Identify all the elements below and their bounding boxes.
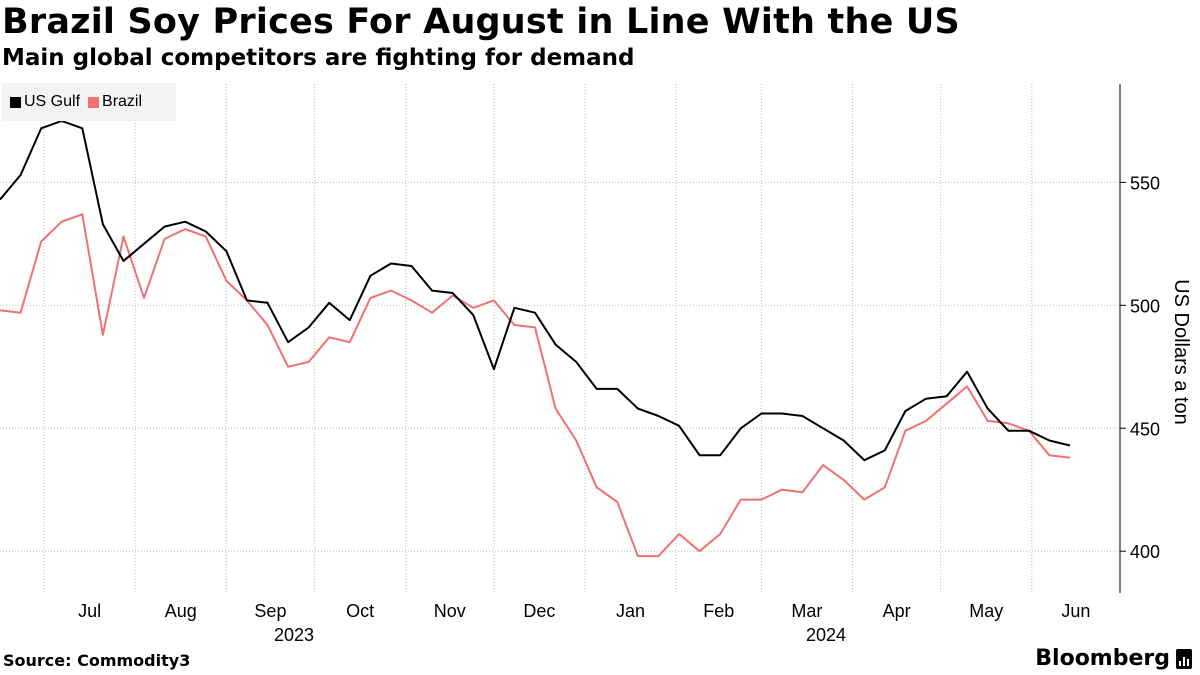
axis-layer: 400 450 500 550 Jul Aug Sep Oct Nov Dec Jan Feb Mar A… [78, 84, 1192, 645]
x-tick-label-jul: Jul [78, 601, 101, 621]
brand-name: Bloomberg [1035, 646, 1170, 671]
series-line-us-gulf [0, 119, 1071, 462]
source-note: Source: Commodity3 [3, 651, 191, 670]
x-tick-label-jan: Jan [616, 601, 645, 621]
chart-title: Brazil Soy Prices For August in Line Wit… [2, 2, 960, 42]
y-tick-label-500: 500 [1130, 296, 1160, 316]
y-axis-title: US Dollars a ton [1170, 279, 1192, 425]
y-tick-label-550: 550 [1130, 173, 1160, 193]
x-tick-label-feb: Feb [703, 601, 734, 621]
legend-label-us-gulf: US Gulf [24, 93, 81, 110]
x-tick-label-dec: Dec [523, 601, 555, 621]
x-tick-label-apr: Apr [883, 601, 911, 621]
legend: US Gulf Brazil [2, 83, 176, 121]
series-line-brazil [0, 213, 1071, 558]
x-year-label-2024: 2024 [806, 625, 846, 645]
x-tick-label-jun: Jun [1061, 601, 1090, 621]
series-layer [0, 119, 1071, 558]
x-tick-label-sep: Sep [254, 601, 286, 621]
chart-subtitle: Main global competitors are fighting for… [2, 45, 635, 71]
legend-item-us-gulf[interactable]: US Gulf [10, 93, 80, 111]
grid-layer [0, 84, 1120, 593]
brazil-swatch-icon [88, 96, 100, 108]
y-tick-label-400: 400 [1130, 542, 1160, 562]
us-gulf-swatch-icon [10, 96, 21, 108]
legend-label-brazil: Brazil [102, 93, 143, 110]
x-tick-label-nov: Nov [434, 601, 466, 621]
x-tick-label-mar: Mar [791, 601, 822, 621]
x-tick-label-oct: Oct [346, 601, 374, 621]
x-tick-label-aug: Aug [165, 601, 197, 621]
bloomberg-logo: Bloomberg [1035, 646, 1192, 671]
bloomberg-terminal-icon [1176, 648, 1192, 669]
x-year-label-2023: 2023 [274, 625, 314, 645]
y-tick-label-450: 450 [1130, 419, 1160, 439]
x-tick-label-may: May [969, 601, 1003, 621]
legend-item-brazil[interactable]: Brazil [88, 93, 142, 111]
